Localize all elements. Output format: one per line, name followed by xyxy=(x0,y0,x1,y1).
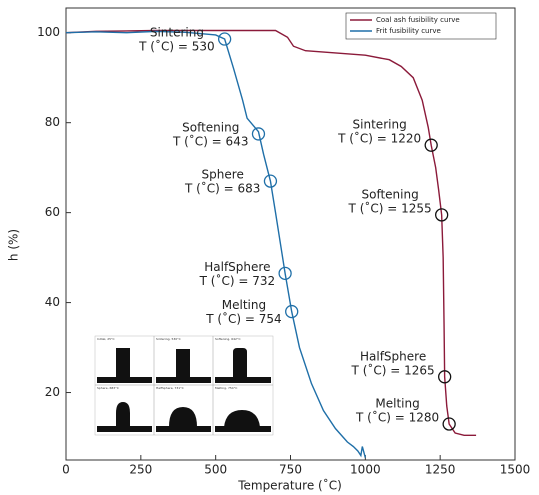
point-name-label: Sphere xyxy=(202,168,244,182)
x-tick-label: 1000 xyxy=(350,463,381,477)
inset-sample xyxy=(116,402,130,427)
point-value-label: T (˚C) = 683 xyxy=(184,181,260,196)
point-name-label: Melting xyxy=(222,298,266,312)
inset-label: Sphere, 683°C xyxy=(97,386,119,390)
point-name-label: Melting xyxy=(375,397,419,411)
x-tick-label: 250 xyxy=(129,463,152,477)
y-tick-label: 100 xyxy=(37,25,60,39)
x-tick-label: 750 xyxy=(279,463,302,477)
legend-label: Coal ash fusibility curve xyxy=(376,16,460,24)
inset-sample xyxy=(116,348,130,378)
inset-sample xyxy=(169,407,197,427)
point-name-label: Softening xyxy=(182,120,239,134)
legend-label: Frit fusibility curve xyxy=(376,27,441,35)
y-tick-label: 40 xyxy=(45,295,60,309)
point-value-label: T (˚C) = 1220 xyxy=(337,131,421,146)
inset-base xyxy=(215,426,271,432)
point-marker xyxy=(251,127,266,141)
inset-label: HalfSphere, 731°C xyxy=(156,386,184,390)
series-line xyxy=(65,30,367,458)
x-tick-label: 1250 xyxy=(425,463,456,477)
point-marker xyxy=(442,417,456,431)
point-marker xyxy=(285,304,299,319)
point-value-label: T (˚C) = 754 xyxy=(205,311,281,326)
point-value-label: T (˚C) = 1255 xyxy=(348,200,432,215)
x-axis-title: Temperature (˚C) xyxy=(237,478,342,493)
point-value-label: T (˚C) = 530 xyxy=(138,39,214,54)
point-value-label: T (˚C) = 1265 xyxy=(351,362,435,377)
x-tick-label: 0 xyxy=(62,463,70,477)
x-tick-label: 1500 xyxy=(500,463,531,477)
inset-sample xyxy=(176,349,190,378)
point-marker xyxy=(263,174,278,188)
point-marker xyxy=(438,370,452,384)
inset-sample xyxy=(233,348,247,378)
inset-label: Initial, 25°C xyxy=(97,337,115,341)
point-name-label: Sintering xyxy=(150,26,204,40)
point-value-label: T (˚C) = 643 xyxy=(172,133,248,148)
inset-base xyxy=(97,377,152,383)
x-tick-label: 500 xyxy=(204,463,227,477)
point-value-label: T (˚C) = 1280 xyxy=(355,410,439,425)
inset-base xyxy=(97,426,152,432)
point-name-label: Softening xyxy=(361,187,418,201)
point-name-label: HalfSphere xyxy=(360,349,426,363)
point-marker xyxy=(435,208,449,222)
point-name-label: HalfSphere xyxy=(204,260,270,274)
y-tick-label: 80 xyxy=(45,115,60,129)
inset-sample xyxy=(224,410,260,427)
point-name-label: Sintering xyxy=(353,118,407,132)
point-marker xyxy=(424,138,438,152)
series-line xyxy=(65,29,477,436)
inset-base xyxy=(156,377,211,383)
inset-image: Initial, 25°C Sintering, 530°C Softening, … xyxy=(94,335,274,436)
inset-label: Sintering, 530°C xyxy=(156,337,181,341)
y-axis-title: h (%) xyxy=(7,229,21,261)
inset-base xyxy=(156,426,211,432)
legend-box xyxy=(345,12,497,40)
point-marker xyxy=(217,32,232,46)
inset-label: Softening, 642°C xyxy=(215,337,241,341)
y-tick-label: 60 xyxy=(45,205,60,219)
y-tick-label: 20 xyxy=(45,385,60,399)
point-marker xyxy=(278,266,292,281)
inset-base xyxy=(215,377,271,383)
point-value-label: T (˚C) = 732 xyxy=(199,273,275,288)
inset-label: Melting, 754°C xyxy=(215,386,237,390)
